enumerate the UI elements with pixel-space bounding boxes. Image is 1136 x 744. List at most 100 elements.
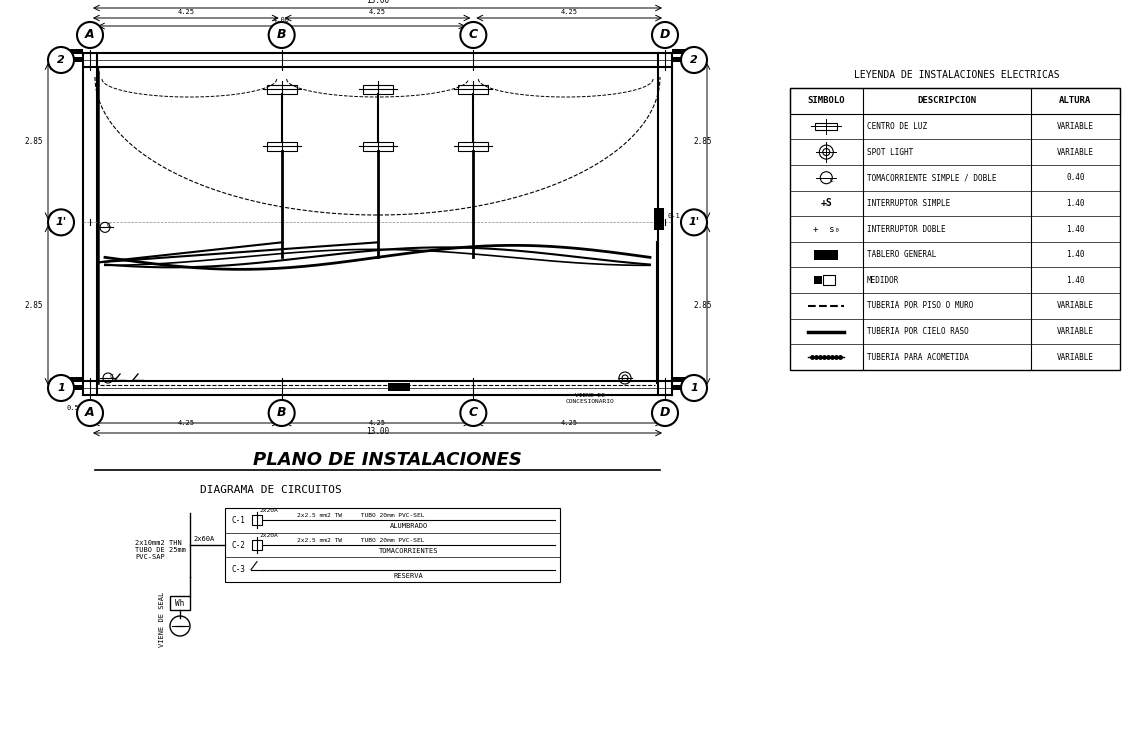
Text: A: A [85,28,94,42]
Text: INTERRUPTOR SIMPLE: INTERRUPTOR SIMPLE [867,199,950,208]
Circle shape [48,47,74,73]
Text: +  s₀: + s₀ [813,225,840,234]
Bar [387,383,409,391]
Text: 2x2.5 mm2 TW     TUBO 20mm PVC-SEL: 2x2.5 mm2 TW TUBO 20mm PVC-SEL [296,538,425,543]
Bar [252,516,262,525]
Text: C: C [469,28,478,42]
Text: DESCRIPCION: DESCRIPCION [917,96,976,106]
Text: VIENE DE SEAL: VIENE DE SEAL [159,591,165,647]
Text: B: B [277,28,286,42]
Text: C: C [469,406,478,420]
Circle shape [652,400,678,426]
Text: SPOT LIGHT: SPOT LIGHT [867,147,913,156]
Bar [673,49,686,54]
Text: 2x60A: 2x60A [193,536,215,542]
Bar [69,57,83,62]
Text: +S: +S [820,199,833,208]
Bar [824,275,835,285]
Bar [816,123,837,130]
Text: TUBERIA PARA ACOMETIDA: TUBERIA PARA ACOMETIDA [867,353,968,362]
Bar [170,596,190,610]
Circle shape [269,400,294,426]
Text: 2.85: 2.85 [693,301,712,310]
Bar [69,377,83,382]
Text: 2x10mm2 THN
TUBO DE 25mm
PVC-SAP: 2x10mm2 THN TUBO DE 25mm PVC-SAP [135,540,186,560]
Text: VARIABLE: VARIABLE [1056,301,1094,310]
Text: 4.25: 4.25 [561,420,578,426]
Text: PLANO DE INSTALACIONES: PLANO DE INSTALACIONES [253,451,521,469]
Circle shape [77,22,103,48]
Text: VARIABLE: VARIABLE [1056,353,1094,362]
Text: C-1: C-1 [231,516,245,525]
Text: VARIABLE: VARIABLE [1056,327,1094,336]
Text: 4.25: 4.25 [177,420,194,426]
Text: c: c [829,177,833,183]
Bar [225,508,560,582]
Bar [673,377,686,382]
Circle shape [269,22,294,48]
Circle shape [460,400,486,426]
Text: MEDIDOR: MEDIDOR [867,276,899,285]
Text: D: D [660,28,670,42]
Text: TOMACORRIENTE SIMPLE / DOBLE: TOMACORRIENTE SIMPLE / DOBLE [867,173,996,182]
Text: 2x20A: 2x20A [259,533,277,538]
Bar [69,385,83,390]
Text: SIMBOLO: SIMBOLO [808,96,845,106]
Circle shape [48,209,74,235]
Text: D: D [660,406,670,420]
Text: 1.40: 1.40 [1067,199,1085,208]
Bar [267,141,296,151]
Text: TABLERO GENERAL: TABLERO GENERAL [867,250,936,259]
Text: 0.40: 0.40 [1067,173,1085,182]
Text: 1.40: 1.40 [1067,250,1085,259]
Text: TUBERIA POR PISO O MURO: TUBERIA POR PISO O MURO [867,301,972,310]
Text: B: B [277,406,286,420]
Text: Wh: Wh [175,600,185,609]
Text: VARIABLE: VARIABLE [1056,122,1094,131]
Text: 4.25: 4.25 [369,9,386,15]
Text: 2.85: 2.85 [693,137,712,146]
Text: RESERVA: RESERVA [394,573,424,579]
Text: TOMACORRIENTES: TOMACORRIENTES [378,548,438,554]
Text: INTERRUPTOR DOBLE: INTERRUPTOR DOBLE [867,225,945,234]
Bar [790,88,1120,370]
Circle shape [460,22,486,48]
Text: ALTURA: ALTURA [1060,96,1092,106]
Circle shape [77,400,103,426]
Text: LEYENDA DE INSTALACIONES ELECTRICAS: LEYENDA DE INSTALACIONES ELECTRICAS [854,70,1060,80]
Text: +: + [76,415,83,424]
Bar [69,49,83,54]
Text: 4.25: 4.25 [561,9,578,15]
Text: 4.00: 4.00 [273,17,290,23]
Text: 1': 1' [56,217,67,228]
Bar [362,85,393,94]
Text: 4.25: 4.25 [177,9,194,15]
Text: 2: 2 [57,55,65,65]
Text: 13.00: 13.00 [366,0,389,5]
Bar [790,88,1120,114]
Bar [267,85,296,94]
Text: DIAGRAMA DE CIRCUITOS: DIAGRAMA DE CIRCUITOS [200,485,342,495]
Text: A: A [85,406,94,420]
Circle shape [680,209,707,235]
Bar [815,250,838,260]
Text: 2x20A: 2x20A [259,508,277,513]
Text: VIENE DE
CONCESIONARIO: VIENE DE CONCESIONARIO [566,393,615,404]
Circle shape [680,47,707,73]
Text: 2.85: 2.85 [25,137,43,146]
Bar [654,208,665,231]
Bar [458,85,488,94]
Text: 1': 1' [688,217,700,228]
Text: 4.25: 4.25 [369,420,386,426]
Bar [458,141,488,151]
Bar [673,385,686,390]
Text: c: c [107,222,111,228]
Text: 1: 1 [691,383,698,393]
Text: C-2: C-2 [231,540,245,550]
Circle shape [680,375,707,401]
Text: 13.00: 13.00 [366,427,389,436]
Text: C-3: C-3 [231,565,245,574]
Circle shape [652,22,678,48]
Text: 1.40: 1.40 [1067,276,1085,285]
Text: CENTRO DE LUZ: CENTRO DE LUZ [867,122,927,131]
